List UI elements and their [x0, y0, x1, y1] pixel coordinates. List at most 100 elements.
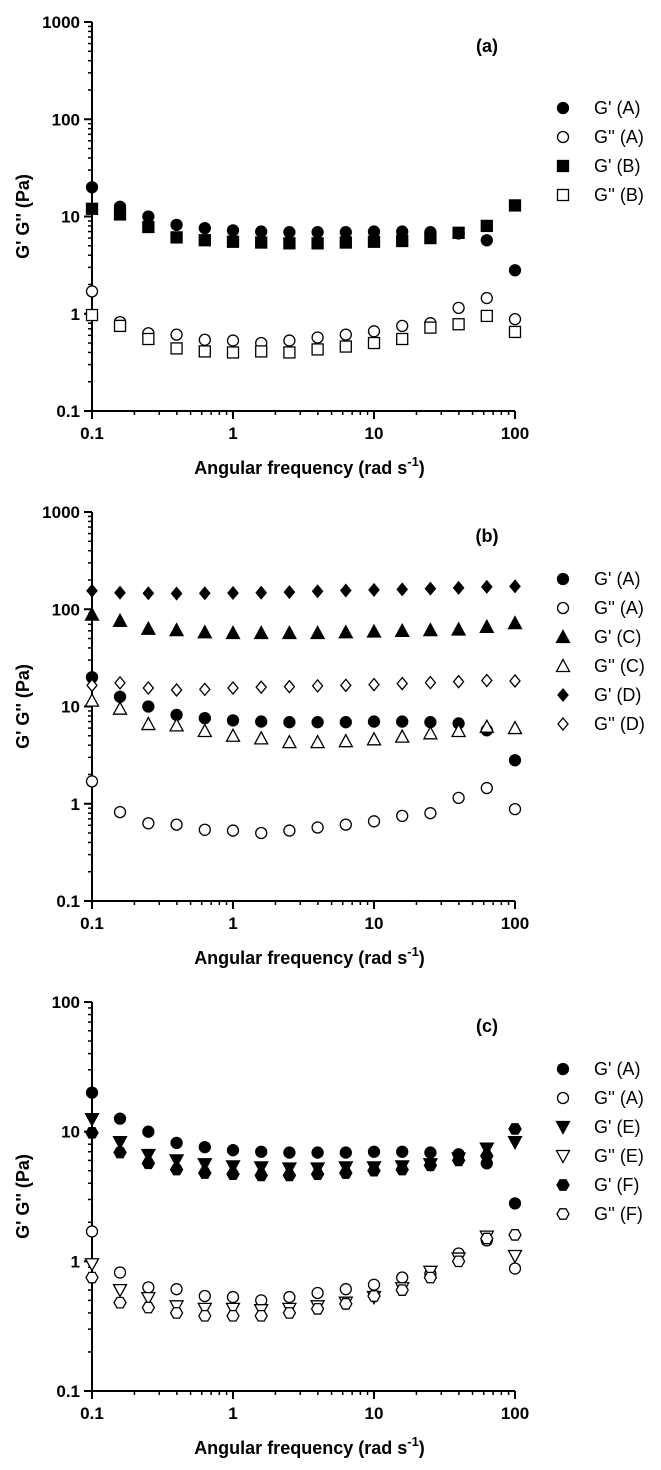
data-point — [480, 1150, 494, 1162]
legend-marker — [555, 658, 571, 673]
data-point — [367, 1164, 381, 1177]
data-point — [507, 1136, 523, 1151]
data-point — [255, 225, 268, 238]
data-point — [367, 715, 381, 728]
data-point — [508, 312, 522, 326]
x-tick-label: 1 — [228, 424, 237, 443]
data-point — [170, 328, 183, 341]
data-point — [85, 181, 99, 194]
legend-label: G'' (D) — [594, 714, 645, 734]
legend-marker — [556, 1208, 570, 1220]
legend-marker — [556, 101, 570, 115]
data-point — [283, 824, 296, 837]
legend-marker — [555, 629, 571, 644]
data-point — [142, 1281, 155, 1294]
data-point — [396, 319, 409, 333]
data-point — [367, 336, 381, 350]
data-point — [197, 1158, 213, 1173]
data-point — [198, 221, 211, 235]
chart-panel-a: 0.1 1 10 100 1000 0.1 1 10 100 Angular frequency … — [13, 13, 644, 478]
data-point — [168, 1154, 185, 1169]
data-point — [310, 625, 326, 640]
data-point — [480, 781, 493, 795]
y-tick-label: 1 — [71, 795, 80, 814]
legend-label: G' (A) — [594, 1059, 640, 1079]
data-point — [168, 622, 185, 637]
data-point — [311, 584, 324, 599]
x-tick-label: 1 — [228, 1404, 237, 1423]
data-point — [508, 1262, 522, 1275]
data-point — [168, 717, 185, 732]
x-tick-label: 0.1 — [80, 424, 104, 443]
y-tick-label: 0.1 — [56, 892, 80, 911]
data-point — [366, 623, 382, 638]
data-point — [142, 586, 155, 601]
legend-marker — [557, 716, 569, 732]
x-tick-label: 10 — [365, 424, 384, 443]
data-point — [225, 1302, 241, 1317]
data-point — [84, 606, 100, 621]
data-point — [85, 1086, 99, 1099]
data-point — [396, 676, 409, 691]
data-point — [114, 675, 126, 690]
data-point — [141, 1301, 156, 1314]
x-axis-label: Angular frequency (rad s-1) — [194, 944, 425, 968]
x-axis-label-end: ) — [419, 458, 425, 478]
data-point — [227, 680, 239, 696]
data-point — [452, 318, 465, 331]
data-point — [283, 226, 296, 239]
data-point — [507, 720, 523, 735]
data-point — [255, 236, 268, 249]
series-g-a — [85, 1086, 522, 1210]
data-point — [198, 333, 211, 346]
data-point — [85, 285, 99, 298]
data-point — [367, 235, 381, 248]
panel-label: (b) — [476, 526, 499, 546]
x-tick-label: 100 — [501, 424, 529, 443]
data-point — [339, 236, 352, 249]
x-axis-label: Angular frequency (rad s-1) — [194, 1434, 425, 1458]
legend-label: G'' (C) — [594, 656, 645, 676]
y-tick-label: 0.1 — [56, 402, 80, 421]
data-point — [198, 823, 211, 836]
data-point — [396, 234, 409, 248]
data-point — [281, 625, 297, 640]
series-g-d — [86, 579, 521, 601]
data-point — [112, 1283, 128, 1298]
data-point — [142, 817, 155, 830]
legend-item: G'' (A) — [556, 127, 644, 147]
legend-item: G' (A) — [556, 1059, 640, 1079]
data-point — [311, 237, 324, 250]
data-point — [395, 1163, 409, 1176]
data-point — [255, 345, 268, 358]
legend-label: G'' (F) — [594, 1204, 643, 1224]
data-point — [451, 1255, 466, 1268]
data-point — [253, 730, 269, 745]
data-point — [281, 734, 297, 749]
data-point — [394, 622, 410, 637]
data-point — [424, 321, 437, 334]
x-tick-label: 10 — [365, 914, 384, 933]
data-point — [339, 226, 352, 239]
data-point — [339, 340, 352, 353]
data-point — [85, 202, 99, 215]
data-point — [311, 226, 324, 239]
data-point — [283, 1290, 296, 1304]
series-g-f — [85, 1229, 522, 1322]
series-g-c — [84, 606, 523, 640]
data-point — [339, 818, 352, 831]
data-point — [480, 219, 493, 233]
data-point — [508, 325, 522, 339]
data-point — [283, 679, 296, 694]
y-tick-label: 1000 — [42, 503, 80, 522]
data-point — [170, 682, 183, 697]
data-point — [424, 675, 437, 690]
legend-label: G'' (A) — [594, 1088, 644, 1108]
data-point — [396, 582, 409, 597]
y-tick-label: 1000 — [42, 13, 80, 32]
data-point — [367, 225, 381, 238]
data-point — [86, 583, 98, 598]
data-point — [396, 809, 409, 823]
data-point — [226, 346, 240, 359]
data-point — [283, 1146, 296, 1159]
